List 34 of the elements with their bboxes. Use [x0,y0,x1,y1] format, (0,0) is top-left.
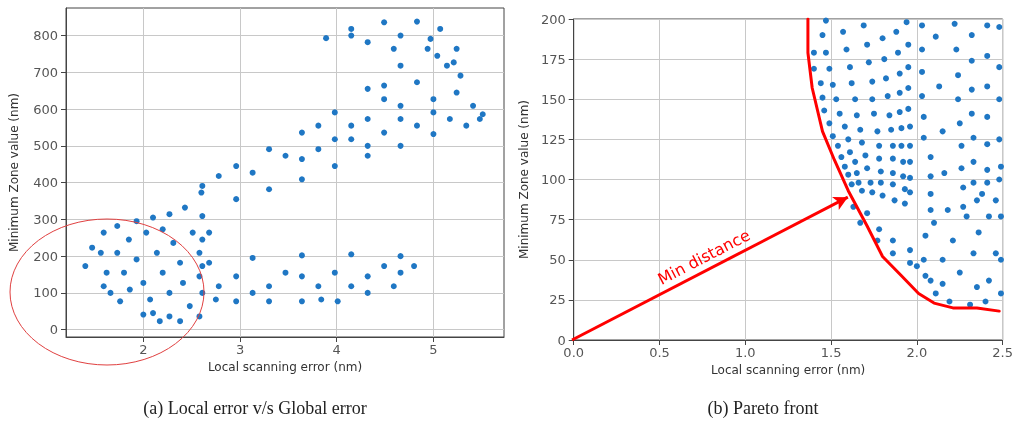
y-tick-label: 25 [549,292,566,308]
x-tick-label: 4 [332,342,341,357]
y-tick-label: 100 [33,285,58,301]
x-tick-label: 0.5 [649,345,670,360]
x-axis-title: Local scanning error (nm) [207,359,363,374]
x-tick-label: 0.0 [563,345,585,360]
y-tick-label: 300 [33,211,58,227]
y-tick-label: 600 [33,101,58,117]
y-tick-label: 200 [540,11,566,27]
y-tick-label: 800 [33,28,58,44]
x-tick-label: 2.5 [992,345,1014,360]
x-tick-label: 3 [235,342,245,357]
y-tick-label: 175 [540,51,566,67]
y-tick-label: 200 [33,248,58,264]
x-tick-label: 2 [139,342,148,357]
x-axis-title: Local scanning error (nm) [711,362,866,377]
x-tick-label: 2.0 [906,345,928,360]
x-tick-label: 5 [429,342,438,357]
y-tick-label: 150 [540,91,566,107]
y-axis-title: Minimum Zone value (nm) [517,99,531,260]
y-tick-label: 50 [549,252,566,268]
y-tick-label: 700 [33,64,58,80]
text: (a) Local error v/s Global error [143,398,367,419]
y-axis-title: Minimum Zone value (nm) [7,92,21,253]
x-tick-label: 1.0 [734,345,756,360]
y-tick-label: 125 [540,131,566,147]
y-tick-label: 500 [33,138,58,154]
text: (b) Pareto front [707,398,819,419]
y-tick-label: 400 [33,175,58,191]
x-tick-label: 1.5 [820,345,842,360]
y-tick-label: 0 [557,332,566,348]
y-tick-label: 75 [549,212,566,228]
y-tick-label: 0 [49,322,58,338]
y-tick-label: 100 [540,172,566,187]
